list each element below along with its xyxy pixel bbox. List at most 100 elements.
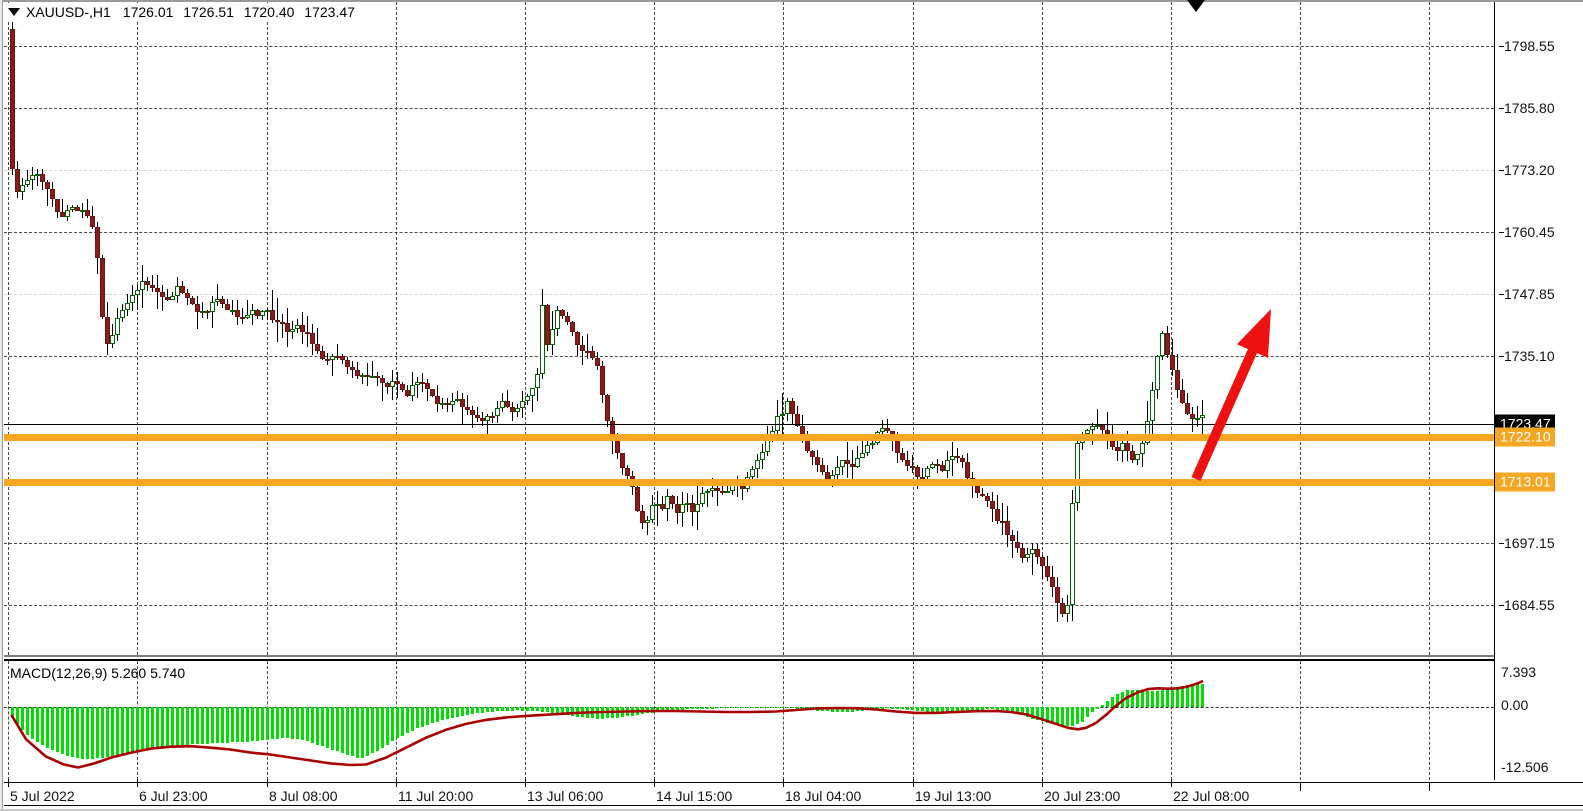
macd-indicator-pane[interactable]: MACD(12,26,9) 5.260 5.740 [4,659,1494,780]
candle-wick [712,478,713,497]
price-level-line-resistance[interactable] [4,434,1494,441]
gridline-vertical [8,661,9,780]
macd-histogram-bar [666,707,669,711]
candle-wick [982,487,983,498]
macd-histogram-bar [746,707,749,708]
candle-wick [1192,407,1193,432]
axis-tick [396,779,397,787]
candle-bullish [135,290,140,296]
macd-histogram-bar [1096,707,1099,709]
macd-histogram-bar [506,707,509,711]
candle-wick [862,437,863,458]
candle-wick [382,374,383,401]
symbol-ohlc-header: XAUUSD-,H1 1726.01 1726.51 1720.40 1723.… [8,3,365,21]
gridline-vertical [783,2,784,655]
candle-bearish [1035,548,1040,557]
gridline-horizontal [4,605,1494,606]
macd-histogram-bar [251,707,254,742]
pane-divider[interactable] [4,655,1494,657]
macd-histogram-bar [96,707,99,759]
macd-histogram-bar [126,707,129,754]
candle-bearish [1060,603,1065,614]
macd-histogram-bar [121,707,124,755]
gridline-horizontal [4,170,1494,171]
gridline-vertical [1300,2,1301,655]
candle-wick [922,468,923,483]
macd-axis-label: -12.506 [1501,759,1549,775]
macd-histogram-bar [1066,707,1069,727]
candle-bearish [85,210,90,217]
triangle-down-icon[interactable] [8,8,20,16]
candle-bearish [660,503,665,510]
gridline-horizontal [4,294,1494,295]
price-level-badge-resistance[interactable]: 1722.10 [1495,427,1555,447]
macd-signal-line [10,680,1204,769]
candle-wick [327,352,328,366]
macd-histogram-bar [286,707,289,738]
candle-bullish [725,490,730,493]
candle-bullish [20,185,25,192]
gridline-vertical [1171,661,1172,780]
gridline-vertical [396,2,397,655]
macd-histogram-bar [561,707,564,714]
candle-wick [457,391,458,402]
macd-histogram-bar [281,707,284,739]
candle-bearish [1115,447,1120,452]
macd-histogram-bar [946,707,949,714]
price-chart-pane[interactable] [4,2,1494,655]
macd-histogram-bar [106,707,109,758]
gridline-horizontal [4,356,1494,357]
candle-bearish [165,296,170,301]
candle-bearish [45,182,50,190]
macd-histogram-bar [566,707,569,715]
candle-wick [737,475,738,498]
macd-zero-line [4,707,1494,708]
time-axis-bottom-border [4,805,1583,806]
candle-wick [157,274,158,309]
candle-bearish [955,455,960,459]
candle-bullish [1030,548,1035,555]
axis-tick [1499,356,1504,357]
price-level-badge-support[interactable]: 1713.01 [1495,472,1555,492]
macd-histogram-bar [481,707,484,713]
candle-wick [47,179,48,207]
candle-bearish [615,439,620,454]
macd-histogram-bar [1116,694,1119,707]
candle-bullish [665,496,670,510]
candle-bullish [685,502,690,505]
price-level-line-support[interactable] [4,479,1494,486]
candle-bullish [1065,605,1070,614]
axis-tick [1499,232,1504,233]
candle-wick [377,372,378,386]
price-axis-label: 1785.80 [1499,101,1555,115]
macd-histogram-bar [386,707,389,745]
candle-bearish [75,207,80,212]
candle-bearish [100,257,105,318]
candle-wick [282,314,283,338]
candle-bullish [1120,442,1125,452]
macd-histogram-bar [786,707,789,709]
price-axis-label: 1773.20 [1499,163,1555,177]
candle-bearish [395,381,400,385]
macd-histogram-bar [366,707,369,756]
candle-bullish [860,452,865,458]
candle-bullish [30,175,35,181]
time-axis[interactable]: 5 Jul 2022 6 Jul 23:00 8 Jul 08:00 11 Jul 2… [4,779,1583,809]
candle-bearish [620,453,625,469]
candle-bearish [310,332,315,345]
macd-histogram-bar [1061,707,1064,726]
macd-histogram-bar [56,707,59,752]
axis-tick [783,779,784,787]
candle-bullish [950,455,955,460]
candle-bullish [1095,424,1100,427]
candle-bearish [95,227,100,258]
macd-histogram-bar [571,707,574,716]
candle-bearish [445,403,450,406]
candle-bearish [90,216,95,228]
macd-axis[interactable]: 7.393 0.00 -12.506 [1495,659,1583,780]
candle-bullish [700,492,705,505]
candle-bullish [125,302,130,310]
price-axis-label: 1760.45 [1499,225,1555,239]
price-axis[interactable]: 1798.55 1785.80 1773.20 1760.45 1747.85 1735.… [1495,2,1583,655]
macd-histogram-bar [71,707,74,757]
